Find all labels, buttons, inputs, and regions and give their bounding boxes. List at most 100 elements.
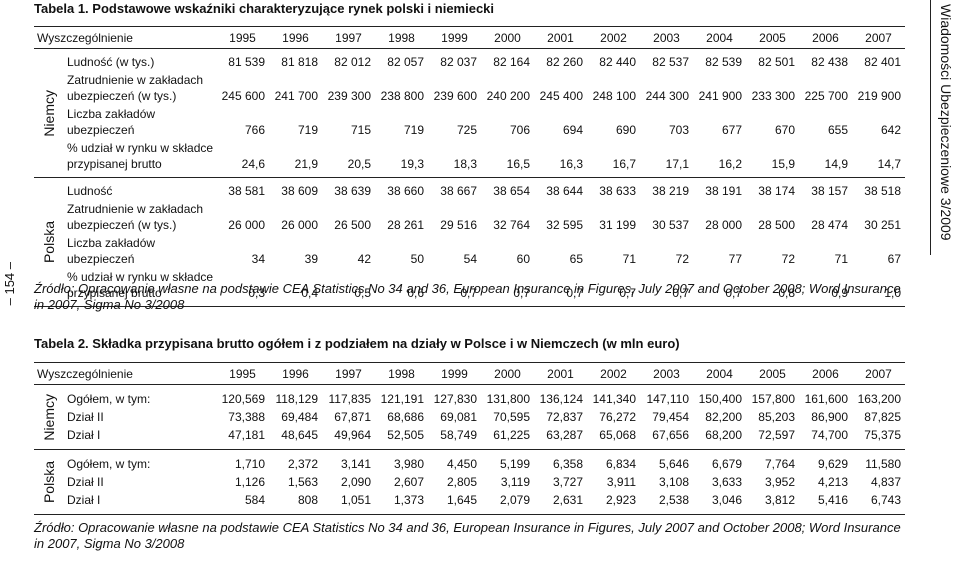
table-caption: Tabela 1. Podstawowe wskaźniki charakter…: [34, 1, 495, 16]
cell-value: 161,600: [804, 392, 848, 406]
cell-value: 3,046: [711, 493, 742, 507]
cell-value: 4,450: [446, 457, 477, 471]
cell-value: 1,645: [446, 493, 477, 507]
cell-value: 1,051: [340, 493, 371, 507]
cell-value: 82 537: [652, 55, 689, 69]
cell-value: 48,645: [281, 428, 318, 442]
cell-value: 2,923: [605, 493, 636, 507]
cell-value: 238 800: [380, 89, 424, 103]
table-row: Dział I 584 808 1,051 1,373 1,645 2,079 2,631 2,…: [64, 491, 905, 509]
cell-value: 248 100: [592, 89, 636, 103]
cell-value: 32 595: [546, 218, 583, 232]
cell-value: 241 700: [274, 89, 318, 103]
cell-value: 0,4: [301, 286, 318, 300]
cell-value: 239 300: [327, 89, 371, 103]
cell-value: 157,800: [751, 392, 795, 406]
row-group: Niemcy Ludność (w tys.) 81 539 81 818 82 012…: [34, 49, 905, 177]
row-label: Ludność: [67, 184, 113, 198]
cell-value: 47,181: [228, 428, 265, 442]
cell-value: 60: [516, 252, 530, 266]
cell-value: 65,068: [599, 428, 636, 442]
row-label: Ogółem, w tym:: [67, 457, 151, 471]
group-label: Polska: [41, 460, 57, 504]
row-group: Polska Ogółem, w tym: 1,710 2,372 3,141 3,980…: [34, 449, 905, 514]
header-year: 1998: [388, 30, 415, 45]
cell-value: 82 164: [493, 55, 530, 69]
cell-value: 690: [615, 123, 636, 137]
row-label: % udział w rynku w składce przypisanej b…: [67, 141, 214, 171]
cell-value: 58,749: [440, 428, 477, 442]
row-label: Ogółem, w tym:: [67, 392, 151, 406]
row-label: Zatrudnienie w zakładach ubezpieczeń (w …: [67, 73, 204, 103]
cell-value: 31 199: [599, 218, 636, 232]
cell-value: 28 261: [387, 218, 424, 232]
cell-value: 72: [675, 252, 689, 266]
cell-value: 68,686: [387, 410, 424, 424]
cell-value: 63,287: [546, 428, 583, 442]
group-label-cell: Niemcy: [34, 53, 64, 173]
cell-value: 3,980: [393, 457, 424, 471]
cell-value: 0,6: [407, 286, 424, 300]
cell-value: 26 000: [228, 218, 265, 232]
table: Wyszczególnienie 1995 1996 1997 1998 1999 2000…: [34, 362, 905, 515]
cell-value: 3,911: [606, 475, 636, 489]
cell-value: 808: [297, 493, 318, 507]
cell-value: 694: [562, 123, 583, 137]
cell-value: 70,595: [493, 410, 530, 424]
cell-value: 54: [463, 252, 477, 266]
header-year: 2003: [653, 30, 680, 45]
cell-value: 3,633: [711, 475, 742, 489]
cell-value: 38 609: [281, 184, 318, 198]
group-rows: Ludność (w tys.) 81 539 81 818 82 012 82 057…: [64, 53, 905, 173]
cell-value: 16,5: [506, 157, 530, 171]
cell-value: 2,079: [499, 493, 530, 507]
cell-value: 16,7: [612, 157, 636, 171]
cell-value: 6,679: [711, 457, 742, 471]
cell-value: 3,812: [764, 493, 795, 507]
table-row: Ogółem, w tym: 120,569 118,129 117,835 121,1…: [64, 390, 905, 408]
cell-value: 24,6: [241, 157, 265, 171]
cell-value: 642: [880, 123, 901, 137]
table: Wyszczególnienie 1995 1996 1997 1998 1999 2000…: [34, 26, 905, 307]
cell-value: 244 300: [645, 89, 689, 103]
cell-value: 0,8: [778, 286, 795, 300]
header-year: 1996: [282, 366, 309, 381]
cell-value: 81 818: [281, 55, 318, 69]
row-label: Liczba zakładów ubezpieczeń: [67, 107, 156, 137]
table-row: Ludność (w tys.) 81 539 81 818 82 012 82 057…: [64, 53, 905, 71]
cell-value: 39: [304, 252, 318, 266]
cell-value: 82 501: [758, 55, 795, 69]
cell-value: 71: [622, 252, 636, 266]
cell-value: 3,952: [764, 475, 795, 489]
cell-value: 79,454: [652, 410, 689, 424]
header-row: Wyszczególnienie 1995 1996 1997 1998 1999 2000…: [34, 363, 905, 385]
cell-value: 26 000: [281, 218, 318, 232]
header-year: 2002: [600, 30, 627, 45]
header-year: 2007: [865, 30, 892, 45]
header-year: 1995: [229, 366, 256, 381]
cell-value: 3,119: [500, 475, 530, 489]
cell-value: 74,700: [811, 428, 848, 442]
group-label: Niemcy: [41, 393, 57, 441]
cell-value: 245 600: [221, 89, 265, 103]
cell-value: 2,372: [287, 457, 318, 471]
cell-value: 118,129: [275, 392, 319, 406]
cell-value: 67,656: [652, 428, 689, 442]
cell-value: 29 516: [440, 218, 477, 232]
cell-value: 82 037: [440, 55, 477, 69]
cell-value: 703: [668, 123, 689, 137]
cell-value: 16,2: [718, 157, 742, 171]
cell-value: 81 539: [228, 55, 265, 69]
cell-value: 2,805: [446, 475, 477, 489]
row-label: Ludność (w tys.): [67, 55, 155, 69]
cell-value: 69,081: [440, 410, 477, 424]
header-year: 1996: [282, 30, 309, 45]
cell-value: 706: [509, 123, 530, 137]
cell-value: 5,416: [817, 493, 848, 507]
cell-value: 1,0: [884, 286, 901, 300]
row-label: Dział I: [67, 428, 101, 442]
cell-value: 82 057: [387, 55, 424, 69]
table-source: Źródło: Opracowanie własne na podstawie …: [34, 281, 901, 312]
cell-value: 19,3: [400, 157, 424, 171]
table-row: Dział II 73,388 69,484 67,871 68,686 69,081 70…: [64, 408, 905, 426]
